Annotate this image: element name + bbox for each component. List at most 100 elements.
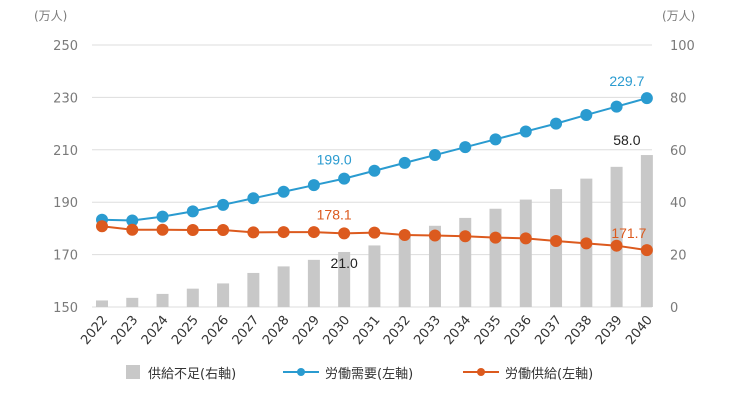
data-label: 171.7 bbox=[611, 225, 646, 241]
series-point bbox=[489, 231, 502, 244]
data-label: 199.0 bbox=[317, 152, 352, 168]
data-label: 229.7 bbox=[609, 73, 644, 89]
data-label: 178.1 bbox=[317, 206, 352, 222]
x-tick-label: 2035 bbox=[472, 313, 505, 348]
left-tick-label: 190 bbox=[53, 196, 78, 211]
bar-shortage bbox=[398, 234, 411, 307]
x-tick-label: 2036 bbox=[502, 313, 535, 348]
legend-swatch-marker bbox=[297, 368, 305, 376]
bar-shortage bbox=[126, 297, 139, 307]
bar-shortage bbox=[428, 225, 441, 307]
x-tick-label: 2032 bbox=[381, 313, 414, 348]
series-point bbox=[186, 205, 199, 218]
series-point bbox=[186, 223, 199, 236]
data-label: 58.0 bbox=[613, 132, 640, 148]
series-point bbox=[640, 92, 653, 105]
legend-label: 労働需要(左軸) bbox=[325, 367, 413, 382]
bar-shortage bbox=[307, 259, 320, 307]
series-point bbox=[307, 179, 320, 192]
bar-shortage bbox=[277, 266, 290, 307]
series-point bbox=[277, 226, 290, 239]
series-point bbox=[519, 232, 532, 245]
bar-shortage bbox=[489, 208, 502, 307]
series-point bbox=[640, 244, 653, 257]
series-point bbox=[338, 172, 351, 185]
series-point bbox=[398, 228, 411, 241]
x-tick-label: 2030 bbox=[320, 313, 353, 348]
data-labels: 229.7 199.0 178.1 171.7 58.0 21.0 bbox=[317, 73, 647, 271]
x-tick-label: 2037 bbox=[532, 313, 565, 348]
axes: (万人) (万人) 150 0 170 20 190 40 210 60 230 80 250 100… bbox=[34, 9, 695, 348]
series-point bbox=[126, 223, 139, 236]
right-tick-label: 0 bbox=[670, 301, 678, 316]
bar-shortage bbox=[247, 272, 260, 307]
bar-shortage bbox=[368, 245, 381, 307]
series-point bbox=[580, 237, 593, 250]
x-tick-label: 2028 bbox=[260, 313, 293, 348]
x-tick-label: 2034 bbox=[442, 313, 475, 348]
left-tick-label: 210 bbox=[53, 144, 78, 159]
series-point bbox=[459, 230, 472, 243]
series-point bbox=[459, 141, 472, 154]
series-point bbox=[398, 156, 411, 169]
series-point bbox=[338, 227, 351, 240]
x-tick-label: 2025 bbox=[169, 313, 202, 348]
legend-label: 供給不足(右軸) bbox=[148, 367, 236, 382]
x-tick-label: 2033 bbox=[411, 313, 444, 348]
bar-shortage bbox=[186, 288, 199, 307]
x-tick-label: 2029 bbox=[290, 313, 323, 348]
series-point bbox=[156, 210, 169, 223]
left-axis-unit: (万人) bbox=[34, 9, 67, 23]
legend-label: 労働供給(左軸) bbox=[505, 367, 593, 382]
bar-shortage bbox=[338, 251, 351, 307]
x-tick-label: 2040 bbox=[623, 313, 656, 348]
legend-swatch-marker bbox=[477, 368, 485, 376]
x-tick-label: 2031 bbox=[351, 313, 384, 348]
series-point bbox=[247, 192, 260, 205]
series-point bbox=[156, 223, 169, 236]
series-point bbox=[428, 229, 441, 242]
data-label: 21.0 bbox=[331, 255, 358, 271]
right-axis-unit: (万人) bbox=[662, 9, 695, 23]
x-tick-label: 2023 bbox=[109, 313, 142, 348]
series-point bbox=[489, 133, 502, 146]
bar-shortage bbox=[640, 155, 653, 307]
bar-shortage bbox=[217, 283, 230, 307]
series-point bbox=[368, 226, 381, 239]
series-point bbox=[217, 198, 230, 211]
series-point bbox=[519, 125, 532, 138]
series-point bbox=[368, 164, 381, 177]
series-point bbox=[428, 149, 441, 162]
left-tick-label: 230 bbox=[53, 91, 78, 106]
legend: 供給不足(右軸) 労働需要(左軸) 労働供給(左軸) bbox=[126, 365, 593, 382]
bar-shortage bbox=[519, 199, 532, 307]
series-point bbox=[277, 185, 290, 198]
series-point bbox=[96, 220, 108, 233]
series-point bbox=[610, 100, 623, 113]
series-point bbox=[550, 234, 563, 247]
legend-swatch-bar bbox=[126, 365, 140, 379]
right-tick-label: 80 bbox=[670, 91, 687, 106]
left-tick-label: 250 bbox=[53, 39, 78, 54]
right-tick-label: 100 bbox=[670, 39, 695, 54]
x-tick-label: 2024 bbox=[139, 313, 172, 348]
series-point bbox=[580, 108, 593, 121]
bar-shortage bbox=[96, 300, 108, 307]
series-point bbox=[126, 214, 139, 227]
x-tick-label: 2039 bbox=[593, 313, 626, 348]
series-point bbox=[550, 117, 563, 130]
x-tick-label: 2026 bbox=[199, 313, 232, 348]
left-tick-label: 170 bbox=[53, 249, 78, 264]
series-point bbox=[610, 239, 623, 252]
x-tick-label: 2038 bbox=[563, 313, 596, 348]
series-point bbox=[247, 226, 260, 239]
lines-layer bbox=[96, 92, 653, 257]
bar-shortage bbox=[156, 293, 169, 307]
x-tick-label: 2027 bbox=[230, 313, 263, 348]
x-tick-label: 2022 bbox=[78, 313, 111, 348]
right-tick-label: 60 bbox=[670, 144, 687, 159]
left-tick-label: 150 bbox=[53, 301, 78, 316]
bar-shortage bbox=[550, 189, 563, 307]
